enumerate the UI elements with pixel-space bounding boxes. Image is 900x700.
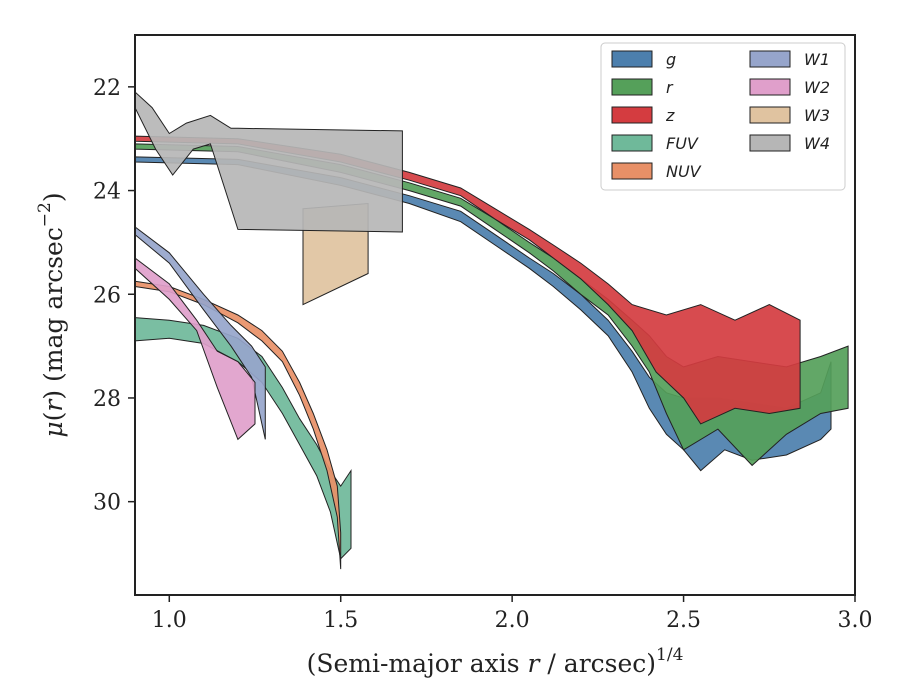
legend-label-w1: W1 <box>804 50 830 69</box>
band-w2 <box>135 257 256 441</box>
y-tick-label: 28 <box>93 387 121 412</box>
y-tick-label: 22 <box>93 76 121 101</box>
legend-label-r: r <box>666 78 674 97</box>
legend-label-z: z <box>665 106 675 125</box>
legend-label-fuv: FUV <box>666 134 699 153</box>
band-g <box>135 156 832 472</box>
x-tick-label: 2.5 <box>666 608 701 633</box>
legend-swatch-z <box>611 106 653 124</box>
legend-swatch-w2 <box>749 78 791 96</box>
y-axis-label: μ(r) (mag arcsec−2) <box>35 192 68 437</box>
legend-swatch-w3 <box>749 106 791 124</box>
x-tick-label: 2.0 <box>495 608 530 633</box>
legend-swatch-w1 <box>749 50 791 68</box>
x-axis: 1.0 1.5 2.0 2.5 3.0 <box>152 595 873 633</box>
x-tick-label: 1.5 <box>323 608 358 633</box>
legend-swatch-g <box>611 50 653 68</box>
band-w4 <box>135 91 403 233</box>
legend-label-w2: W2 <box>804 78 830 97</box>
bands-layer <box>135 91 849 570</box>
legend-swatch-r <box>611 78 653 96</box>
band-w1 <box>135 226 266 440</box>
y-tick-label: 24 <box>93 180 121 205</box>
plot-frame <box>134 34 856 596</box>
legend: grz FUV NUV W1 W2 W3 W4 <box>600 42 846 191</box>
legend-label-nuv: NUV <box>666 162 702 181</box>
x-axis-label: (Semi-major axis r / arcsec)1/4 <box>307 645 684 678</box>
y-tick-label: 30 <box>93 491 121 516</box>
legend-swatch-fuv <box>611 134 653 152</box>
legend-swatch-nuv <box>611 162 653 180</box>
x-tick-label: 3.0 <box>838 608 873 633</box>
legend-label-g: g <box>666 50 676 69</box>
y-tick-label: 26 <box>93 283 121 308</box>
band-nuv <box>135 280 342 570</box>
x-tick-label: 1.0 <box>152 608 187 633</box>
band-z <box>135 135 801 425</box>
y-axis: 22 24 26 28 30 <box>93 76 135 516</box>
legend-swatch-w4 <box>749 134 791 152</box>
legend-label-w3: W3 <box>804 106 830 125</box>
legend-label-w4: W4 <box>804 134 830 153</box>
